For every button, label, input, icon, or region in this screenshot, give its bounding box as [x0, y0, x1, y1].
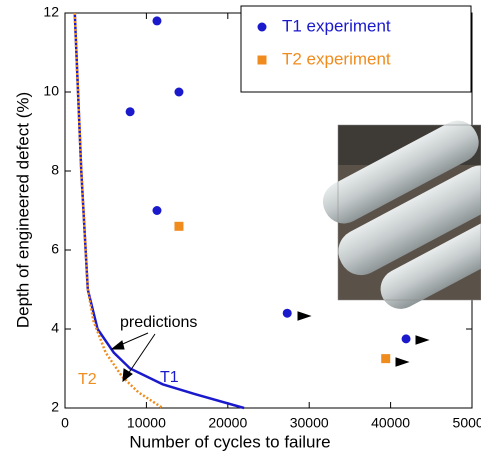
x-axis-label: Number of cycles to failure	[129, 432, 330, 451]
data-point	[125, 107, 135, 117]
y-tick-label: 2	[51, 399, 59, 415]
annotation: predictions	[120, 314, 197, 331]
y-tick-label: 8	[51, 162, 59, 178]
y-tick-label: 4	[51, 320, 59, 336]
y-tick-label: 12	[43, 4, 59, 20]
x-tick-label: 10000	[127, 415, 166, 431]
plot-area: 0 10000 20000 30000 40000 50000 2 4 6 8 10 12 T1 T2	[43, 4, 481, 431]
legend-label: T1 experiment	[282, 16, 391, 35]
x-tick-label: 50000	[453, 415, 481, 431]
legend-marker	[257, 22, 267, 32]
annotation-arrows	[110, 311, 430, 383]
data-point	[152, 206, 162, 215]
y-axis-label: Depth of engineered defect (%)	[13, 92, 32, 328]
line-label: T1	[160, 369, 179, 386]
x-tick-label: 40000	[371, 415, 410, 431]
line-label: T2	[78, 371, 97, 388]
data-point	[401, 334, 411, 344]
data-point	[174, 87, 184, 97]
x-tick-label: 30000	[290, 415, 329, 431]
data-point	[282, 308, 292, 318]
legend-label: T2 experiment	[282, 49, 391, 68]
data-point	[381, 354, 391, 364]
data-point	[174, 221, 184, 231]
data-point	[152, 16, 162, 26]
y-tick-label: 10	[43, 83, 59, 99]
prediction-line	[73, 12, 164, 410]
x-tick-label: 20000	[208, 415, 247, 431]
legend	[240, 5, 472, 93]
x-tick-label: 0	[61, 415, 69, 431]
legend-marker	[257, 55, 267, 65]
y-tick-label: 6	[51, 241, 59, 257]
photo-inset	[322, 120, 481, 309]
